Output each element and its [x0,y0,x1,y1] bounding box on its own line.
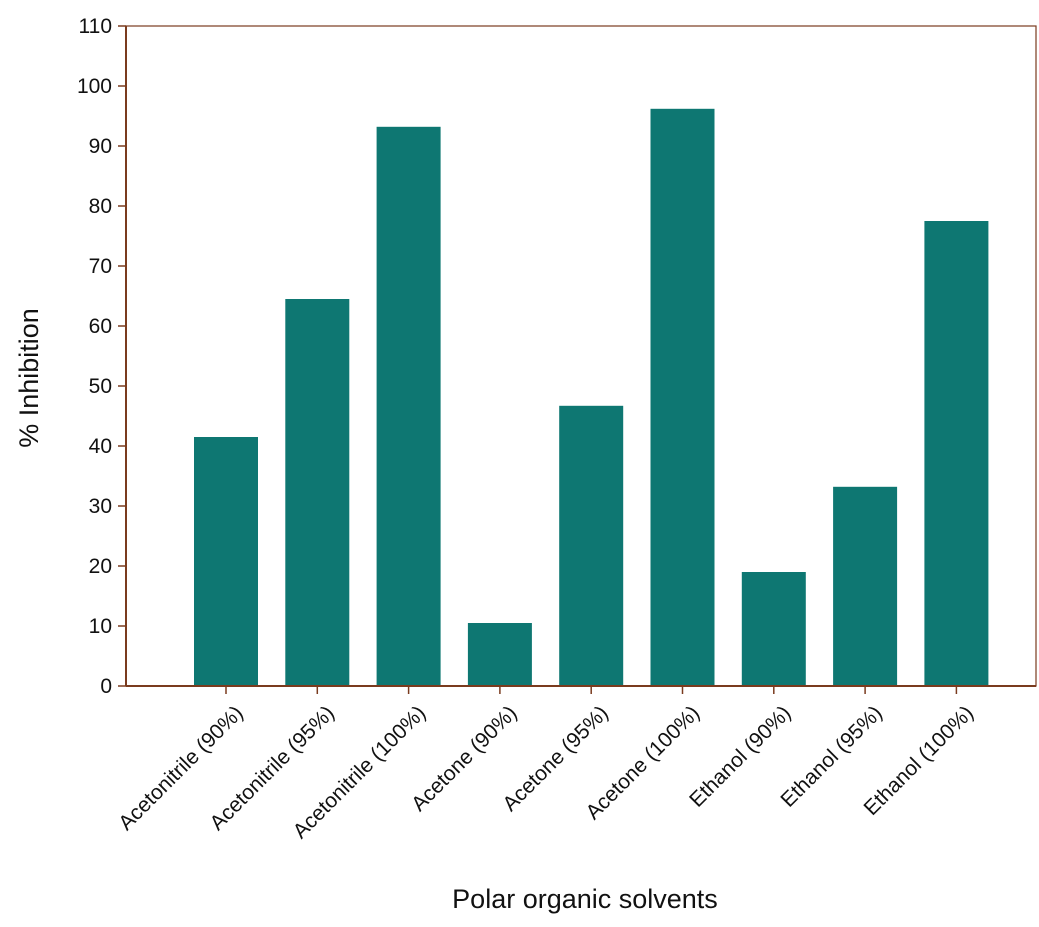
bar [376,126,441,687]
bar [559,405,624,686]
y-tick-label: 60 [89,315,112,338]
y-tick-label: 70 [89,255,112,278]
bar [650,108,715,687]
y-tick-label: 110 [79,15,112,38]
y-tick-label: 80 [89,195,112,218]
y-tick-label: 30 [89,495,112,518]
y-tick-label: 40 [89,435,112,458]
y-tick-label: 10 [89,615,112,638]
bar [741,572,806,686]
y-tick-label: 0 [100,675,112,698]
y-axis-ticks: 0 10 20 30 40 50 60 70 80 90 100 110 [77,15,126,698]
y-tick-label: 50 [89,375,112,398]
y-axis-title: % Inhibition [14,308,44,448]
bar [467,623,532,686]
bar [194,437,258,686]
bar [924,221,989,686]
bar [833,486,898,686]
y-tick-label: 100 [77,75,112,98]
x-axis-ticks: Acetonitrile (90%)Acetonitrile (95%)Acet… [114,686,978,843]
bar [285,299,350,686]
x-axis-title: Polar organic solvents [452,884,718,914]
y-tick-label: 90 [89,135,112,158]
bars-group [194,108,989,687]
y-tick-label: 20 [89,555,112,578]
